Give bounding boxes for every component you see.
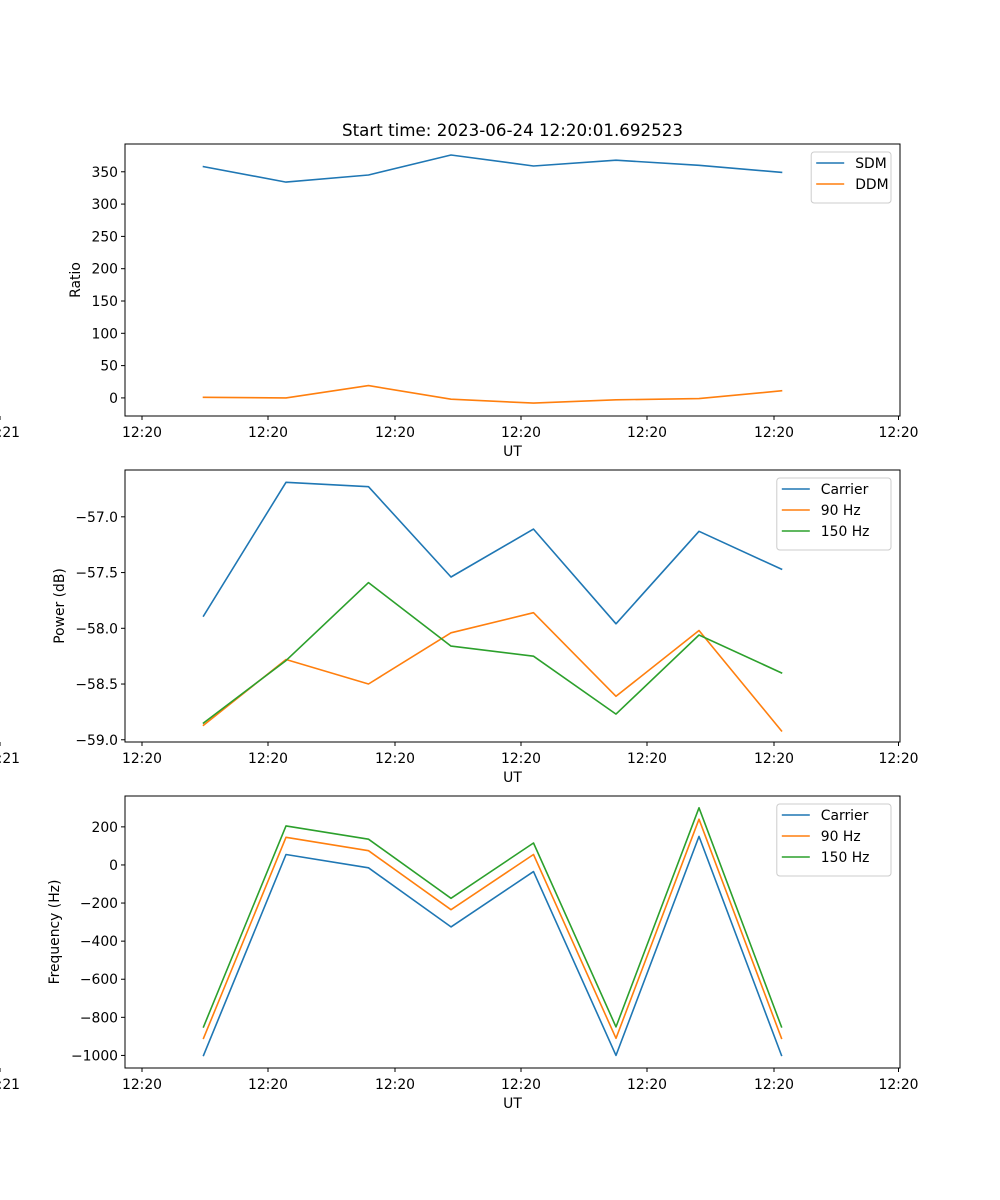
x-tick-label: 12:20 (375, 1077, 415, 1093)
y-tick-label: 150 (91, 294, 118, 310)
x-tick-label: 12:20 (501, 1077, 541, 1093)
x-tick-label: 12:20 (501, 425, 541, 441)
y-axis-label: Ratio (68, 262, 84, 298)
x-axis-label: UT (503, 444, 522, 460)
x-tick-label: 12:20 (754, 425, 794, 441)
x-tick-label: 12:20 (122, 425, 162, 441)
legend-label: SDM (855, 156, 887, 172)
series-line-90-hz (202, 818, 783, 1040)
y-tick-label: −400 (80, 934, 118, 950)
plot-frame (124, 795, 901, 1069)
y-axis-label: Power (dB) (52, 568, 68, 644)
y-tick-label: −58.0 (75, 621, 118, 637)
y-tick-label: 350 (91, 165, 118, 181)
x-tick-label: 12:20 (878, 425, 918, 441)
legend-frame (776, 803, 892, 877)
x-tick-label: 12:20 (627, 751, 667, 767)
x-tick-label: 12:20 (627, 1077, 667, 1093)
legend-label: 90 Hz (821, 503, 861, 519)
legend-label: 150 Hz (821, 850, 870, 866)
x-tick-label: 12:20 (248, 425, 288, 441)
y-tick-label: 100 (91, 326, 118, 342)
y-tick-label: −59.0 (75, 733, 118, 749)
x-tick-label: 12:21 (0, 425, 20, 441)
x-tick-label: 12:20 (754, 751, 794, 767)
x-axis-label: UT (503, 770, 522, 786)
y-tick-label: 50 (100, 359, 118, 375)
y-tick-label: −1000 (71, 1048, 118, 1064)
legend: Carrier 90 Hz 150 Hz (776, 803, 892, 877)
legend-frame (776, 477, 892, 551)
series-line-carrier (202, 835, 783, 1057)
legend-label: 150 Hz (821, 524, 870, 540)
legend: Carrier 90 Hz 150 Hz (776, 477, 892, 551)
y-tick-label: 200 (91, 262, 118, 278)
chart-title: Start time: 2023-06-24 12:20:01.692523 (342, 120, 683, 140)
plot-frame (124, 469, 901, 743)
legend-frame (810, 151, 892, 204)
x-tick-label: 12:20 (878, 1077, 918, 1093)
x-tick-label: 12:20 (375, 425, 415, 441)
x-tick-label: 12:20 (248, 751, 288, 767)
series-line-sdm (202, 154, 783, 183)
power-panel: UT Power (dB) 12:20 12:20 12:20 12:20 12:20 1… (0, 469, 919, 786)
x-tick-label: 12:20 (501, 751, 541, 767)
y-tick-label: 250 (91, 229, 118, 245)
y-tick-label: 0 (109, 858, 118, 874)
y-tick-label: −600 (80, 972, 118, 988)
x-tick-label: 12:20 (878, 751, 918, 767)
legend: SDM DDM (810, 151, 892, 204)
ratio-panel: Start time: 2023-06-24 12:20:01.692523 U… (0, 120, 919, 460)
legend-label: Carrier (821, 808, 869, 824)
legend-label: DDM (855, 177, 888, 193)
y-axis-label: Frequency (Hz) (47, 880, 63, 985)
x-tick-label: 12:21 (0, 1077, 20, 1093)
x-tick-label: 12:20 (375, 751, 415, 767)
series-line-ddm (202, 384, 783, 404)
legend-label: Carrier (821, 482, 869, 498)
x-tick-label: 12:20 (122, 1077, 162, 1093)
y-tick-label: −57.0 (75, 510, 118, 526)
series-line-150-hz (202, 581, 783, 725)
series-line-90-hz (202, 611, 783, 733)
x-tick-label: 12:21 (0, 751, 20, 767)
series-line-150-hz (202, 806, 783, 1028)
y-tick-label: −58.5 (75, 677, 118, 693)
y-tick-label: −57.5 (75, 566, 118, 582)
frequency-panel: UT Frequency (Hz) 12:20 12:20 12:20 12:20 12… (0, 795, 919, 1112)
y-tick-label: 300 (91, 197, 118, 213)
series-line-carrier (202, 481, 783, 625)
x-tick-label: 12:20 (248, 1077, 288, 1093)
x-tick-label: 12:20 (754, 1077, 794, 1093)
plot-frame (124, 143, 901, 417)
y-tick-label: −200 (80, 896, 118, 912)
x-axis-label: UT (503, 1096, 522, 1112)
x-tick-label: 12:20 (122, 751, 162, 767)
y-tick-label: −800 (80, 1010, 118, 1026)
x-tick-label: 12:20 (627, 425, 667, 441)
legend-label: 90 Hz (821, 829, 861, 845)
y-tick-label: 200 (91, 820, 118, 836)
y-tick-label: 0 (109, 391, 118, 407)
